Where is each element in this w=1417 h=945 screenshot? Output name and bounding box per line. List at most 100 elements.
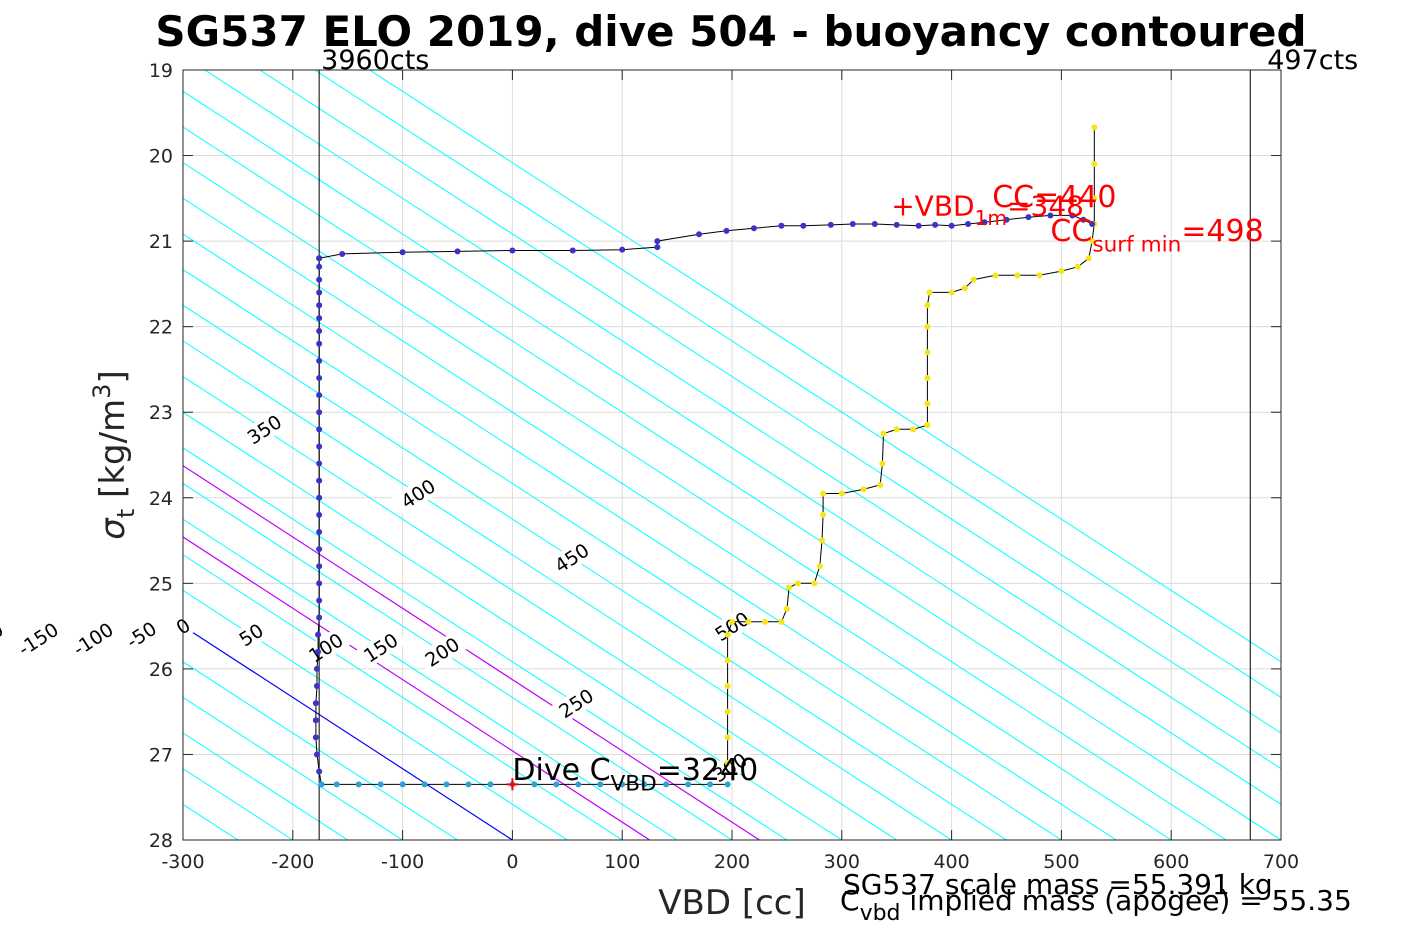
data-point	[827, 221, 834, 228]
data-point	[313, 665, 320, 672]
data-point	[961, 285, 968, 292]
y-label-unit: [kg/m	[93, 399, 133, 498]
cvbd-main: C	[840, 884, 860, 917]
vbd-limit-lines: 3960cts 497cts	[318, 45, 1358, 840]
data-point	[761, 618, 768, 625]
data-point	[924, 323, 931, 330]
contour-magenta-line	[183, 536, 650, 840]
y-label-sub: t	[112, 509, 140, 518]
data-point	[724, 683, 731, 689]
contour-label-bg	[11, 616, 65, 662]
data-point	[316, 443, 323, 450]
data-point	[318, 781, 325, 788]
data-point	[312, 700, 319, 707]
vbd-1m-annotation-text: +VBD	[891, 189, 974, 222]
data-point	[575, 781, 582, 788]
contour-label-bg	[705, 603, 759, 649]
cc-surf-min-annotation-value: =498	[1181, 214, 1263, 249]
buoyancy-contours	[0, 70, 1281, 840]
data-point	[811, 580, 818, 587]
contour-line	[183, 661, 458, 840]
data-point	[316, 392, 323, 399]
y-tick-label: 19	[149, 60, 173, 82]
contour-label-bg	[354, 625, 407, 670]
data-point	[316, 580, 323, 587]
data-point	[569, 247, 576, 254]
x-tick-label: 500	[1043, 851, 1079, 873]
contour-zero-line	[183, 625, 513, 840]
data-point	[970, 276, 977, 283]
data-point	[838, 490, 845, 497]
dive-cvbd-annotation-value: =3240	[657, 753, 758, 788]
contour-label-bg	[416, 629, 469, 675]
data-point	[707, 781, 714, 788]
contour-line	[183, 269, 1062, 840]
data-point	[696, 231, 703, 238]
data-point	[1091, 161, 1098, 168]
data-point	[924, 400, 931, 407]
contour-line	[183, 447, 788, 840]
data-point	[316, 357, 323, 364]
data-point	[597, 781, 604, 788]
x-tick-label: -200	[271, 851, 314, 873]
x-tick-label: 700	[1263, 851, 1299, 873]
data-point	[924, 349, 931, 356]
contour-label-bg	[549, 680, 603, 726]
data-series	[312, 124, 1098, 788]
contour-label-bg	[703, 744, 756, 790]
cvbd-implied-mass-text: Cvbd implied mass (apogee) = 55.35	[840, 884, 1352, 926]
data-point	[820, 490, 827, 497]
contour-line	[314, 70, 1281, 699]
data-point	[316, 289, 323, 296]
data-point	[1025, 214, 1032, 221]
contour-line	[0, 70, 73, 840]
data-point	[312, 717, 319, 724]
y-tick-label: 25	[149, 573, 173, 595]
y-tick-label: 22	[149, 317, 173, 339]
y-tick-label: 24	[149, 488, 173, 510]
data-point	[849, 221, 856, 227]
data-point	[663, 781, 670, 788]
y-tick-label: 23	[149, 402, 173, 424]
data-point	[315, 648, 322, 655]
data-point	[316, 409, 323, 416]
data-point	[685, 781, 692, 788]
data-point	[750, 225, 757, 232]
data-point	[820, 511, 827, 518]
y-label-sup: 3	[88, 384, 116, 399]
data-point	[794, 580, 801, 587]
data-point	[619, 246, 626, 253]
data-point	[724, 781, 731, 788]
contour-label-bg	[391, 471, 445, 516]
x-tick-label: 400	[933, 851, 969, 873]
y-label-close: ]	[93, 370, 133, 383]
contour-line	[183, 554, 623, 840]
data-point	[723, 227, 730, 234]
data-point	[316, 511, 323, 518]
y-tick-label: 28	[149, 830, 173, 852]
data-point	[724, 708, 731, 715]
contour-label-bg	[115, 612, 168, 657]
data-point	[399, 781, 406, 788]
data-point	[924, 375, 931, 381]
data-point	[355, 781, 362, 788]
axis-ticks: -300 -200 -100 0 100 200 300 400 500 600 700 19 20 21…	[149, 60, 1299, 873]
data-point	[641, 781, 648, 788]
vbd-limit-label: 497cts	[1267, 45, 1358, 76]
data-point	[316, 768, 323, 775]
contour-line	[183, 589, 568, 840]
data-point	[1091, 124, 1098, 131]
data-point	[1047, 212, 1054, 219]
data-point	[316, 302, 323, 309]
data-point	[316, 315, 323, 322]
data-point	[487, 781, 494, 788]
data-point	[729, 618, 735, 625]
cvbd-rest: implied mass (apogee) = 55.35	[901, 884, 1352, 917]
data-point	[465, 781, 472, 788]
contour-label-bg	[545, 535, 598, 580]
contour-line	[183, 304, 1007, 840]
contour-line	[369, 70, 1281, 663]
series-line-climb	[727, 127, 1095, 763]
